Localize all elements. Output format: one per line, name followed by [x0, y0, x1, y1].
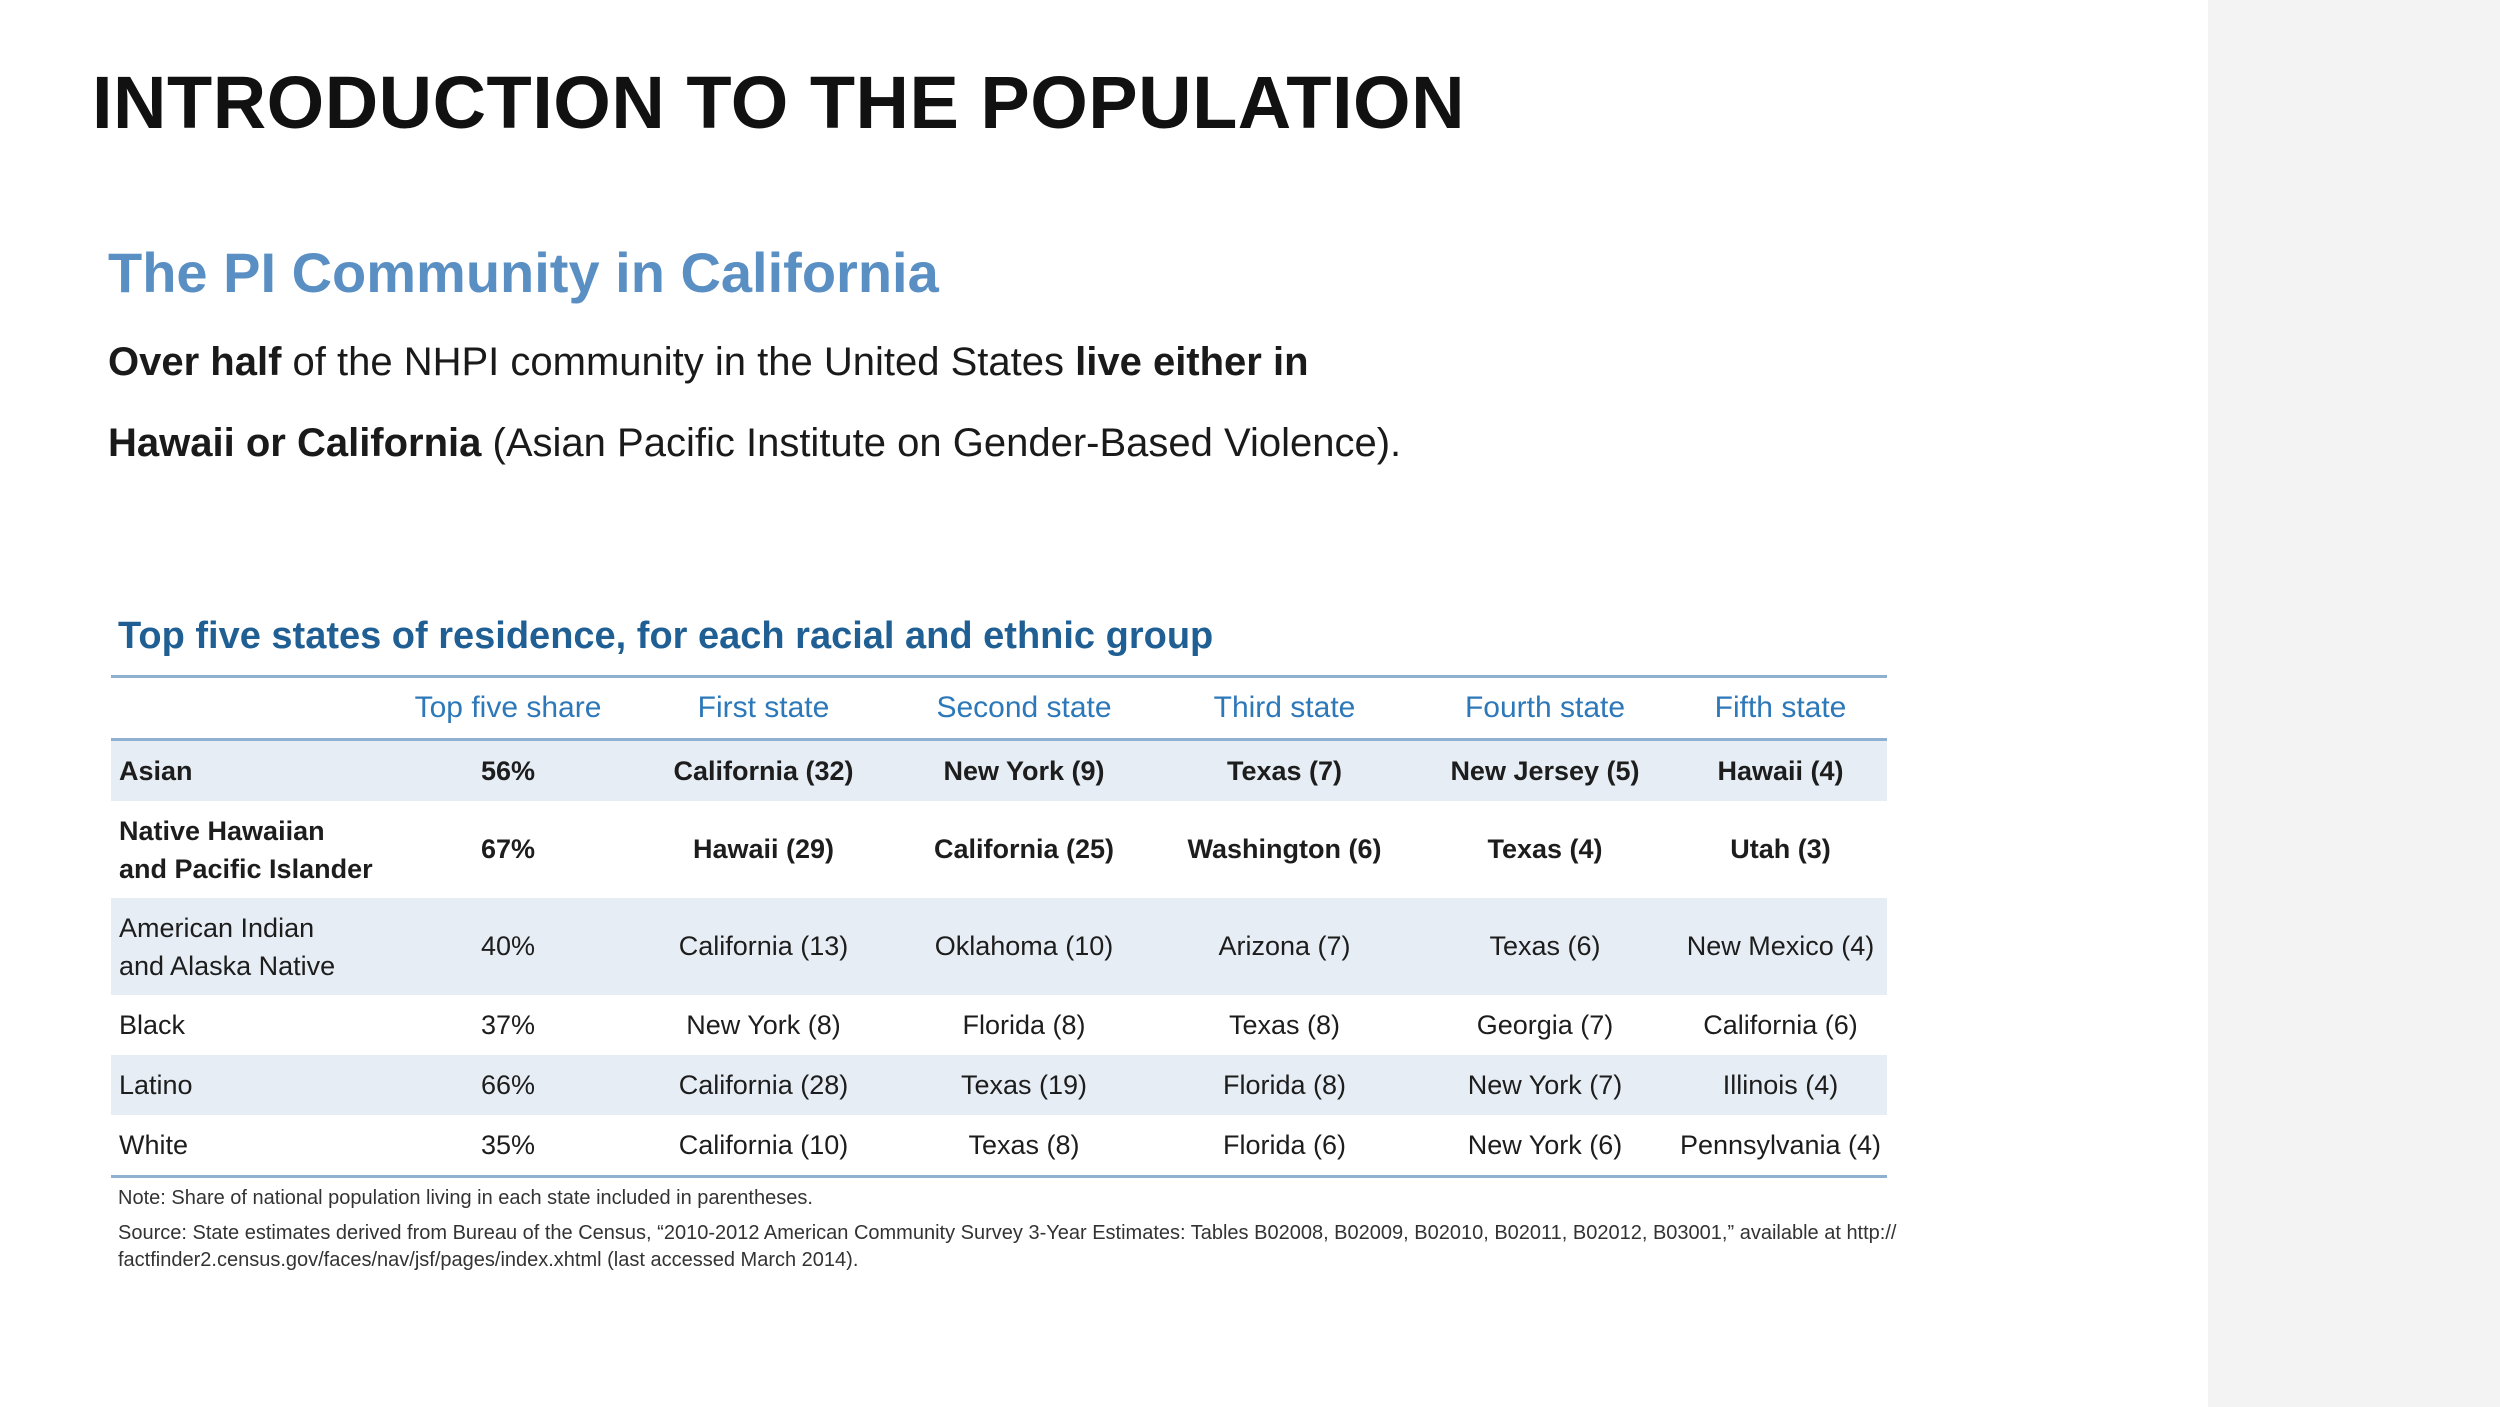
group-line-2: and Alaska Native [119, 950, 336, 981]
cell-fourth: New Jersey (5) [1416, 739, 1674, 801]
table-row: Black 37% New York (8) Florida (8) Texas… [111, 995, 1887, 1055]
cell-share: 56% [384, 739, 632, 801]
cell-fourth: Texas (4) [1487, 834, 1603, 864]
cell-group: Latino [111, 1055, 384, 1115]
cell-second: Texas (19) [895, 1055, 1153, 1115]
cell-first: New York (8) [686, 1009, 841, 1040]
cell-third: Arizona (7) [1153, 898, 1416, 995]
cell-first: California (13) [632, 898, 895, 995]
header-share: Top five share [384, 676, 632, 741]
group-line-2: and Pacific Islander [119, 853, 373, 884]
table-row: Latino 66% California (28) Texas (19) Fl… [111, 1055, 1887, 1115]
header-fourth: Fourth state [1416, 676, 1674, 741]
table-row: White 35% California (10) Texas (8) Flor… [111, 1115, 1887, 1177]
body-text: of the NHPI community in the United Stat… [281, 340, 1076, 384]
cell-third: Florida (8) [1153, 1055, 1416, 1115]
group-line-1: Native Hawaiian [119, 815, 325, 846]
cell-third: Washington (6) [1187, 834, 1382, 864]
body-bold-over-half: Over half [108, 340, 282, 384]
cell-third: Texas (7) [1153, 739, 1416, 801]
cell-fourth: Texas (6) [1416, 898, 1674, 995]
table-row: Asian 56% California (32) New York (9) T… [111, 739, 1887, 801]
cell-group: White [119, 1130, 189, 1160]
body-paragraph-line-2: Hawaii or California (Asian Pacific Inst… [108, 421, 1401, 466]
body-citation: (Asian Pacific Institute on Gender-Based… [481, 421, 1402, 465]
states-table: Top five share First state Second state … [111, 675, 1887, 1178]
cell-fifth: Pennsylvania (4) [1679, 1129, 1882, 1160]
cell-share: 67% [480, 834, 536, 864]
cell-group: Native Hawaiian and Pacific Islander [111, 801, 384, 898]
cell-fourth: New York (6) [1467, 1129, 1623, 1160]
cell-fifth: Illinois (4) [1674, 1055, 1887, 1115]
cell-second: California (25) [933, 834, 1115, 864]
cell-fourth: Georgia (7) [1476, 1009, 1614, 1040]
cell-third: Florida (6) [1222, 1129, 1347, 1160]
cell-fifth: New Mexico (4) [1674, 898, 1887, 995]
cell-second: Oklahoma (10) [895, 898, 1153, 995]
table-source-line-1: Source: State estimates derived from Bur… [118, 1222, 1897, 1244]
group-line-1: American Indian [119, 912, 315, 943]
cell-third: Texas (8) [1228, 1009, 1341, 1040]
cell-fifth: Hawaii (4) [1674, 739, 1887, 801]
body-bold-hawaii-california: Hawaii or California [108, 421, 482, 465]
section-subtitle: The PI Community in California [108, 241, 939, 304]
table-row: Native Hawaiian and Pacific Islander 67% … [111, 801, 1887, 898]
cell-second: Texas (8) [968, 1129, 1080, 1160]
cell-group: American Indian and Alaska Native [111, 898, 384, 995]
residence-table-figure: Top five states of residence, for each r… [108, 615, 1896, 1280]
cell-first: California (32) [632, 739, 895, 801]
cell-second: New York (9) [895, 739, 1153, 801]
slide: INTRODUCTION TO THE POPULATION The PI Co… [92, 61, 1897, 1280]
header-fifth: Fifth state [1674, 676, 1887, 741]
table-source-line-2: factfinder2.census.gov/faces/nav/jsf/pag… [118, 1249, 859, 1271]
body-paragraph-line-1: Over half of the NHPI community in the U… [108, 340, 1309, 385]
cell-fifth: California (6) [1703, 1009, 1858, 1040]
header-group [111, 676, 384, 741]
header-third: Third state [1153, 676, 1416, 741]
cell-fifth: Utah (3) [1730, 834, 1831, 864]
cell-first: Hawaii (29) [692, 834, 835, 864]
cell-group: Black [119, 1010, 186, 1040]
table-note: Note: Share of national population livin… [118, 1187, 813, 1209]
table-row: American Indian and Alaska Native 40% Cal… [111, 898, 1887, 995]
side-panel [2208, 0, 2500, 1407]
cell-first: California (10) [678, 1129, 849, 1160]
table-title: Top five states of residence, for each r… [118, 615, 1214, 657]
header-first: First state [632, 676, 895, 741]
cell-fourth: New York (7) [1416, 1055, 1674, 1115]
cell-second: Florida (8) [962, 1009, 1086, 1040]
header-second: Second state [895, 676, 1153, 741]
table-header-row: Top five share First state Second state … [111, 676, 1887, 741]
cell-share: 66% [384, 1055, 632, 1115]
cell-share: 37% [480, 1009, 536, 1040]
cell-share: 35% [480, 1129, 536, 1160]
cell-first: California (28) [632, 1055, 895, 1115]
body-bold-live-either: live either in [1075, 340, 1309, 384]
page-title: INTRODUCTION TO THE POPULATION [92, 61, 1466, 144]
cell-share: 40% [384, 898, 632, 995]
cell-group: Asian [111, 739, 384, 801]
